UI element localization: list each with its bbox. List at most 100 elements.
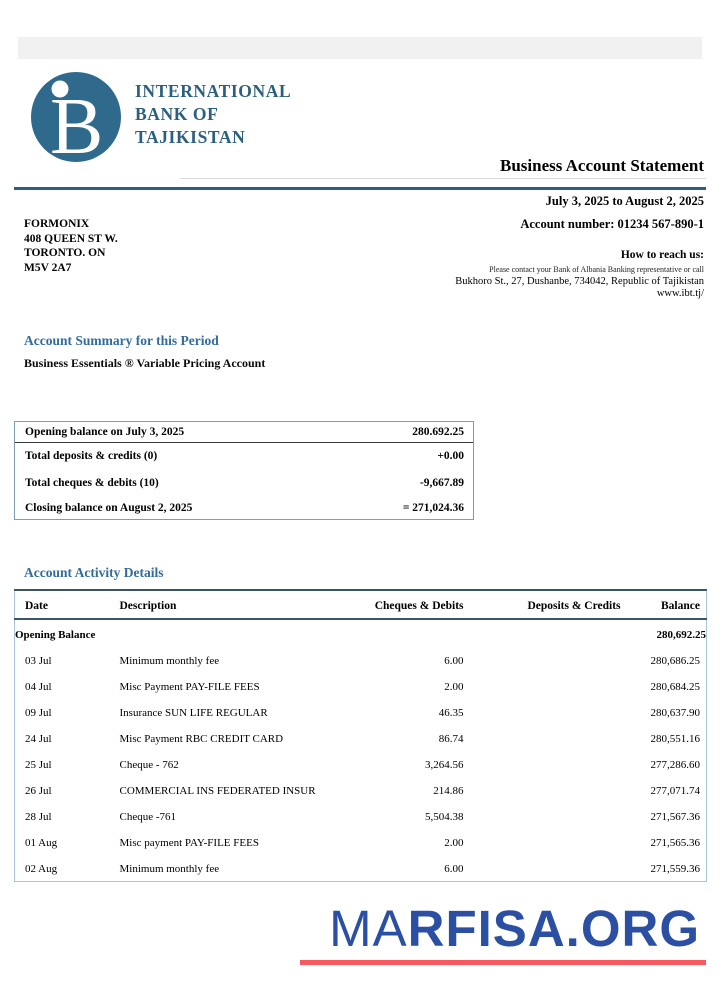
txn-credit [464,829,621,855]
txn-balance: 280,684.25 [650,681,701,693]
summary-value: -9,667.89 [419,476,464,489]
summary-row-opening: Opening balance on July 3, 2025 280.692.… [15,422,473,443]
bank-address: Bukhoro St., 27, Dushanbe, 734042, Repub… [455,276,704,287]
txn-balance: 271,559.36 [650,863,701,875]
txn-description: Insurance SUN LIFE REGULAR [119,707,268,719]
activity-heading: Account Activity Details [24,565,164,580]
summary-value: = 271,024.36 [402,501,464,514]
txn-description: Minimum monthly fee [119,655,220,667]
brand-bold-part: RFISA.ORG [407,900,700,957]
txn-date: 02 Aug [25,863,58,875]
txn-description: Misc Payment RBC CREDIT CARD [119,733,284,745]
customer-name: FORMONIX [24,218,90,230]
customer-address-line: TORONTO. ON [24,247,106,259]
txn-debit: 214.86 [433,785,464,797]
txn-date: 26 Jul [25,785,52,797]
table-row: 26 Jul COMMERCIAL INS FEDERATED INSUR 21… [15,777,707,803]
summary-label: Opening balance on July 3, 2025 [25,426,185,438]
table-row: 04 Jul Misc Payment PAY-FILE FEES 2.00 2… [15,673,707,699]
txn-balance: 280,686.25 [650,655,701,667]
marfisa-brand-text: MARFISA.ORG [300,901,706,957]
bank-logo-icon: B [31,72,121,171]
summary-label: Total deposits & credits (0) [25,450,158,462]
txn-debit: 3,264.56 [425,759,464,771]
customer-address-line: 408 QUEEN ST W. [24,232,118,245]
col-header-date: Date [14,590,111,620]
txn-description: Cheque -761 [119,811,177,823]
table-row: 03 Jul Minimum monthly fee 6.00 280,686.… [15,647,707,673]
summary-value: +0.00 [437,450,464,462]
txn-description: Minimum monthly fee [119,863,220,875]
table-row: 09 Jul Insurance SUN LIFE REGULAR 46.35 … [15,699,707,725]
marfisa-watermark: MARFISA.ORG [300,901,706,965]
txn-credit [464,725,621,751]
bank-name-line: TAJIKISTAN [135,127,246,147]
bank-website-link[interactable]: www.ibt.tj/ [656,288,704,299]
txn-date: 24 Jul [25,733,52,745]
reach-us-heading: How to reach us: [620,249,704,261]
txn-description: COMMERCIAL INS FEDERATED INSUR [119,785,316,797]
activity-header-row: Date Description Cheques & Debits Deposi… [14,590,707,620]
txn-description: Cheque - 762 [119,759,179,771]
txn-debit: 2.00 [444,837,464,849]
txn-debit: 5,504.38 [425,811,464,823]
table-row: 01 Aug Misc payment PAY-FILE FEES 2.00 2… [15,829,707,855]
table-row: 25 Jul Cheque - 762 3,264.56 277,286.60 [15,751,707,777]
statement-period: July 3, 2025 to August 2, 2025 [545,194,704,208]
table-row: 02 Aug Minimum monthly fee 6.00 271,559.… [15,855,707,882]
txn-balance: 280,551.16 [650,733,701,745]
col-header-credits: Deposits & Credits [463,590,621,620]
bank-name-line: BANK OF [135,104,219,124]
customer-address-line: M5V 2A7 [24,261,72,274]
bank-name: INTERNATIONAL BANK OF TAJIKISTAN [135,80,291,149]
txn-balance: 277,286.60 [650,759,701,771]
bank-logo: B [30,70,122,171]
opening-balance-row: Opening Balance 280,692.25 [15,619,707,647]
col-header-description: Description [110,590,371,620]
txn-date: 04 Jul [25,681,52,693]
account-summary-table: Opening balance on July 3, 2025 280.692.… [14,421,474,520]
txn-debit: 6.00 [444,863,464,875]
bank-name-line: INTERNATIONAL [135,81,292,101]
statement-title: Business Account Statement [499,156,704,175]
summary-row-closing: Closing balance on August 2, 2025 = 271,… [15,496,473,519]
txn-credit [464,699,621,725]
brand-underline [300,960,706,965]
txn-balance: 271,565.36 [650,837,701,849]
summary-heading: Account Summary for this Period [24,333,219,348]
txn-balance: 277,071.74 [650,785,701,797]
header-hairline [180,178,706,179]
summary-label: Total cheques & debits (10) [25,476,159,489]
header-rule [14,187,706,190]
txn-debit: 46.35 [438,707,464,719]
col-header-balance: Balance [620,590,707,620]
account-number: Account number: 01234 567-890-1 [520,217,704,231]
summary-row-deposits: Total deposits & credits (0) +0.00 [15,443,473,469]
txn-credit [464,777,621,803]
summary-subheading: Business Essentials ® Variable Pricing A… [24,356,266,370]
txn-credit [464,803,621,829]
txn-credit [464,647,621,673]
table-row: 28 Jul Cheque -761 5,504.38 271,567.36 [15,803,707,829]
brand-light-part: MA [329,900,408,957]
summary-row-debits: Total cheques & debits (10) -9,667.89 [15,469,473,496]
account-activity-table: Date Description Cheques & Debits Deposi… [14,589,707,882]
txn-credit [464,855,621,882]
txn-date: 28 Jul [25,811,52,823]
txn-description: Misc Payment PAY-FILE FEES [119,681,260,693]
txn-description: Misc payment PAY-FILE FEES [119,837,259,849]
txn-debit: 6.00 [444,655,464,667]
customer-address-block: FORMONIX 408 QUEEN ST W. TORONTO. ON M5V… [24,217,118,275]
txn-date: 09 Jul [25,707,52,719]
table-row: 24 Jul Misc Payment RBC CREDIT CARD 86.7… [15,725,707,751]
svg-text:B: B [50,83,103,166]
summary-value: 280.692.25 [412,426,464,438]
txn-date: 01 Aug [25,837,58,849]
txn-date: 25 Jul [25,759,52,771]
txn-balance: 280,637.90 [650,707,701,719]
reach-us-note: Please contact your Bank of Albania Bank… [489,265,704,274]
col-header-debits: Cheques & Debits [370,590,464,620]
txn-debit: 86.74 [438,733,464,745]
txn-credit [464,751,621,777]
